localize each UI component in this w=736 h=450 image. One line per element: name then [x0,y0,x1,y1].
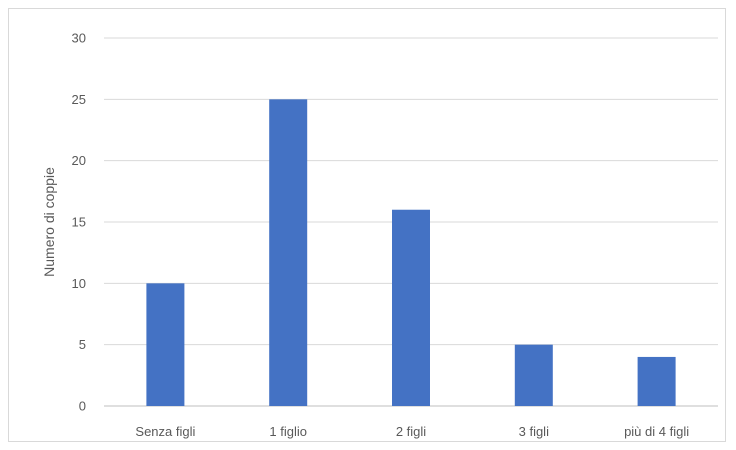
y-tick-label: 25 [72,92,86,107]
y-tick-label: 30 [72,31,86,46]
y-tick-label: 20 [72,153,86,168]
y-tick-label: 0 [79,399,86,414]
bar [637,356,676,406]
x-tick-labels: Senza figli 1 figlio 2 figli 3 figli più di … [135,424,689,439]
bar [146,283,185,406]
x-tick-label: 2 figli [396,424,426,439]
x-tick-label: 1 figlio [269,424,307,439]
bar [269,99,308,406]
y-tick-label: 15 [72,215,86,230]
y-axis-title: Numero di coppie [41,167,57,277]
y-tick-labels: 0 5 10 15 20 25 30 [72,31,86,414]
gridlines [104,37,718,407]
x-tick-label: Senza figli [135,424,195,439]
y-tick-label: 10 [72,276,86,291]
bar [514,344,553,406]
x-tick-label: più di 4 figli [624,424,689,439]
bar [392,209,430,406]
x-tick-label: 3 figli [519,424,549,439]
bars [146,99,676,406]
chart-frame [8,8,726,442]
y-tick-label: 5 [79,337,86,352]
